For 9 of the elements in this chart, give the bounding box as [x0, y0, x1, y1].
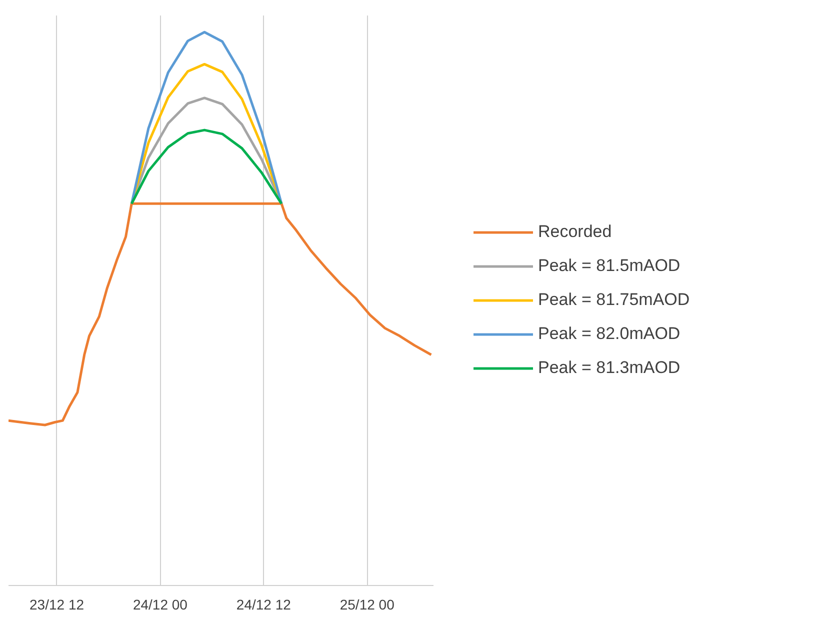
x-tick-label: 23/12 12: [30, 596, 84, 612]
legend-label: Recorded: [538, 222, 612, 242]
legend-label: Peak = 81.5mAOD: [538, 256, 680, 276]
x-tick-label: 24/12 00: [132, 596, 188, 612]
legend-label: Peak = 81.75mAOD: [538, 290, 690, 310]
x-tick-label: 24/12 12: [236, 596, 292, 612]
x-tick-label: 25/12 00: [340, 596, 395, 612]
legend-label: Peak = 82.0mAOD: [538, 324, 680, 344]
legend-label: Peak = 81.3mAOD: [538, 358, 680, 378]
